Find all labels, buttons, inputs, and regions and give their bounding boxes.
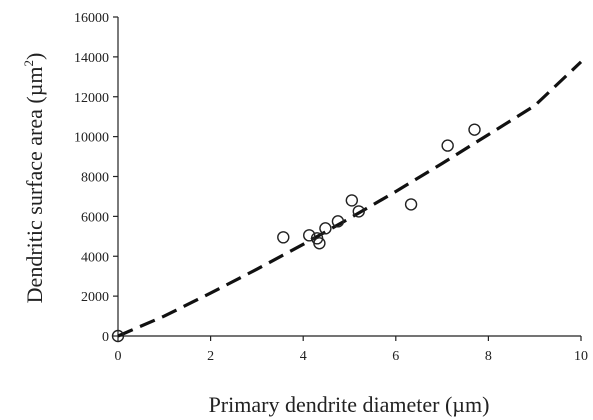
data-point: [331, 215, 345, 228]
y-axis-title-text: Dendritic surface area (µm: [22, 67, 47, 304]
plot-area: 0 2000 4000 6000 8000 10000 12000 14000 16000 0 2 4…: [74, 11, 588, 364]
data-point: [441, 139, 454, 152]
x-tick-label: 10: [574, 349, 588, 364]
y-tick-label: 10000: [74, 131, 109, 146]
fit-curve-dashed: [117, 60, 583, 338]
x-axis-title: Primary dendrite diameter (µm): [209, 392, 490, 417]
y-tick-label: 14000: [74, 51, 109, 66]
y-tick-label: 0: [102, 330, 109, 345]
y-tick-label: 12000: [74, 91, 109, 106]
y-tick-label: 16000: [74, 11, 109, 26]
y-axis-title: Dendritic surface area (µm2): [21, 53, 47, 304]
y-axis-title-superscript: 2: [21, 60, 36, 67]
y-tick-label: 8000: [81, 171, 109, 186]
data-point: [352, 205, 365, 218]
data-point: [313, 237, 326, 250]
data-point: [345, 194, 359, 207]
data-point: [111, 329, 125, 343]
data-point: [319, 222, 332, 235]
y-axis-title-close: ): [22, 53, 47, 60]
x-tick-label: 8: [485, 349, 492, 364]
x-tick-label: 6: [392, 349, 399, 364]
y-tick-label: 2000: [81, 290, 109, 305]
data-point: [404, 198, 418, 211]
y-tick-label: 4000: [81, 250, 109, 265]
data-point: [303, 229, 316, 242]
y-tick-label: 6000: [81, 210, 109, 225]
x-tick-label: 4: [300, 349, 307, 364]
data-point: [277, 231, 290, 244]
data-point: [468, 123, 481, 136]
x-tick-label: 0: [115, 349, 122, 364]
x-tick-label: 2: [207, 349, 214, 364]
